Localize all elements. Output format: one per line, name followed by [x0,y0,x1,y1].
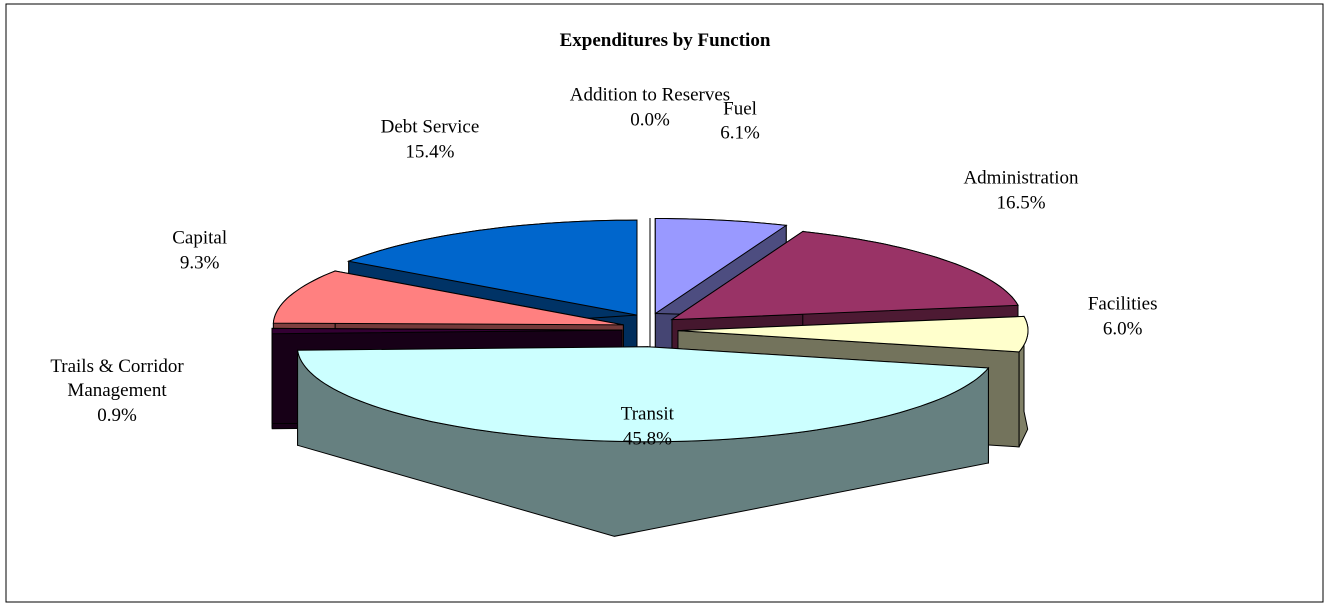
label-value: 6.0% [1102,318,1143,340]
label-category: Debt Service [380,116,480,138]
data-label: Transit 45.8% [621,403,674,452]
data-label: Debt Service 15.4% [381,116,480,165]
slice [271,327,623,335]
data-label: Trails & Corridor Management 0.9% [32,355,202,429]
data-label: Facilities 6.0% [1088,293,1158,342]
data-label: Capital 9.3% [172,227,227,276]
slice [296,346,990,443]
slice [272,270,624,326]
label-category: Trails & Corridor Management [50,355,184,402]
label-category: Facilities [1087,293,1158,315]
slice [346,219,638,316]
label-value: 9.3% [179,252,220,274]
label-value: 0.0% [630,109,670,131]
slice [677,315,1029,353]
label-category: Fuel [723,98,757,120]
slice [654,218,788,315]
label-value: 16.5% [996,192,1046,214]
label-category: Addition to Reserves [569,84,731,106]
label-value: 15.4% [405,141,455,163]
label-category: Administration [963,167,1079,189]
data-label: Administration 16.5% [963,166,1078,215]
data-label: Addition to Reserves 0.0% [570,84,730,133]
label-category: Transit [620,403,674,425]
label-value: 45.8% [622,428,672,450]
label-value: 6.1% [720,122,760,144]
data-label: Fuel 6.1% [720,97,760,146]
label-value: 0.9% [97,405,137,427]
chart-title: Expenditures by Function [559,30,771,51]
slice [670,230,1019,321]
label-category: Capital [172,227,228,249]
